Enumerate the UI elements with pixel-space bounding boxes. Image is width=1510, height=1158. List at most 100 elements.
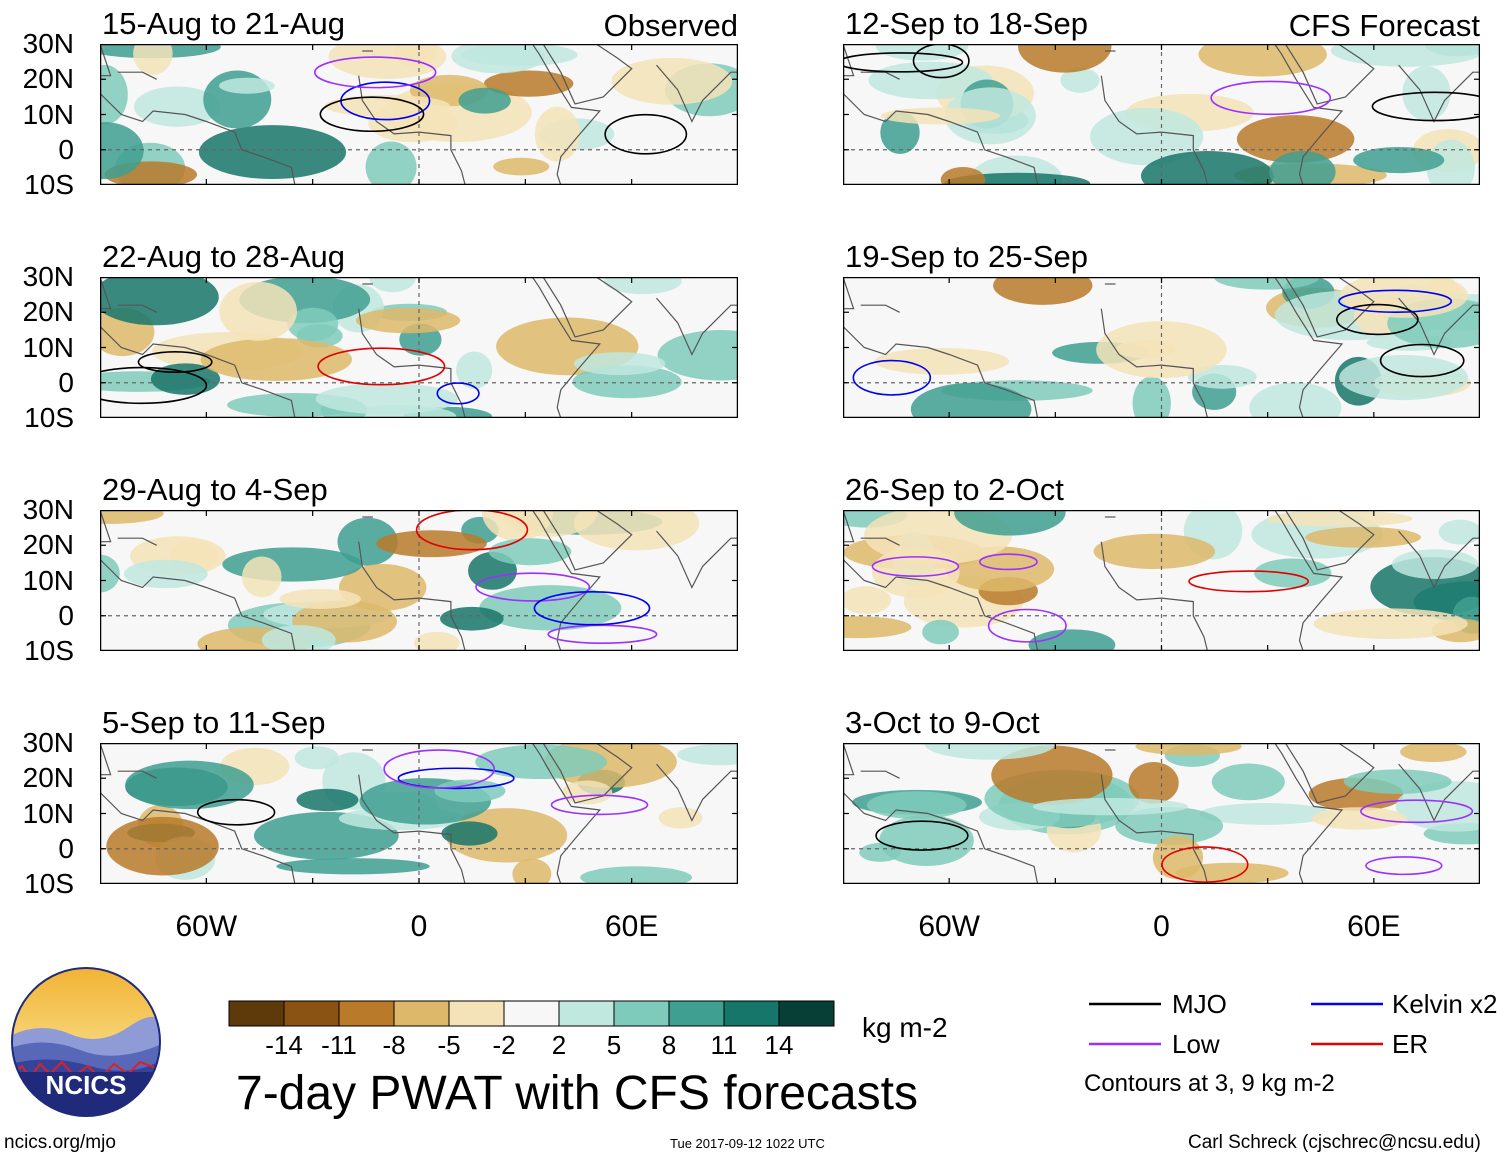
lat-label: 0 (58, 599, 74, 631)
lat-label: 10N (22, 564, 74, 596)
anomaly-blob (479, 585, 622, 631)
anomaly-blob (924, 743, 1056, 760)
map-panel (843, 277, 1480, 418)
wave-contour (979, 553, 1038, 571)
coastline-yucatan (100, 44, 112, 77)
wave-contour (317, 347, 446, 386)
wave-contour (912, 44, 970, 79)
lat-label: 30N (22, 28, 74, 59)
anomaly-blob (940, 166, 986, 185)
anomaly-blob (488, 538, 572, 566)
legend-label-low: Low (1172, 1029, 1220, 1059)
anomaly-blob (440, 606, 504, 631)
map-panel (100, 743, 738, 884)
lat-label: 10N (22, 331, 74, 363)
coastline-india (1398, 530, 1480, 589)
coastline-india (656, 530, 738, 589)
coastline-arabia (1284, 44, 1375, 105)
footer-url[interactable]: ncics.org/mjo (4, 1132, 116, 1153)
lon-label: 0 (1153, 910, 1170, 943)
coastline-africa-east (1140, 44, 1344, 185)
anomaly-blob (294, 746, 340, 770)
cfs-forecast-tag: CFS Forecast (1288, 8, 1480, 43)
anomaly-blob (843, 616, 912, 639)
anomaly-blob (296, 788, 359, 812)
coastline-south-america (843, 791, 1039, 884)
coastline-india (656, 297, 738, 356)
anomaly-blob (365, 141, 417, 185)
anomaly-blob (1254, 558, 1332, 588)
legend-label-kelvin: Kelvin x2 (1392, 989, 1498, 1019)
anomaly-blob (501, 510, 598, 537)
wave-contour (1371, 91, 1480, 122)
lat-label: 10S (24, 169, 74, 200)
legend-note: Contours at 3, 9 kg m-2 (1084, 1070, 1335, 1097)
colorbar-tick-label: 5 (606, 1030, 622, 1060)
anomaly-blob (100, 510, 164, 524)
anomaly-blob (859, 842, 901, 862)
anomaly-blob (1249, 382, 1342, 418)
anomaly-blob (100, 277, 219, 326)
anomaly-blob (1305, 526, 1421, 548)
coastline-cuba (860, 770, 900, 779)
panel-title: 12-Sep to 18-Sep (845, 6, 1089, 41)
colorbar-swatch (668, 1000, 725, 1027)
anomaly-blob (1211, 763, 1285, 801)
footer-author[interactable]: Carl Schreck (cjschrec@ncsu.edu) (1188, 1132, 1481, 1153)
wave-contour (1210, 80, 1332, 116)
lat-label: 30N (22, 261, 74, 292)
colorbar-tick-label: -8 (382, 1030, 406, 1060)
panel-title: 5-Sep to 11-Sep (102, 705, 326, 740)
coastline-cuba (117, 71, 157, 80)
anomaly-blob (1093, 533, 1216, 570)
coastline-south-america (100, 92, 296, 185)
wave-contour (436, 382, 480, 405)
coastline-yucatan (100, 510, 112, 543)
lat-label: 10S (24, 868, 74, 899)
legend-label-mjo: MJO (1172, 989, 1227, 1019)
anomaly-blob (993, 277, 1093, 305)
wave-contour (875, 820, 969, 851)
coastline-india (1398, 297, 1480, 356)
anomaly-blob (871, 547, 960, 598)
anomaly-blob (1198, 44, 1327, 77)
wave-contour (415, 510, 529, 551)
anomaly-blob (475, 744, 607, 780)
coastline-arabia (542, 743, 633, 804)
lat-label: 20N (22, 762, 74, 794)
wave-contour (196, 798, 276, 826)
anomaly-blob (100, 122, 144, 180)
anomaly-blob (1269, 151, 1336, 185)
coastline-africa-east (1140, 277, 1344, 418)
wave-contour (319, 96, 425, 133)
coastline-arabia (542, 510, 633, 571)
colorbar-tick-label: -2 (492, 1030, 516, 1060)
anomaly-blob (125, 760, 254, 810)
anomaly-blob (369, 277, 416, 293)
lon-label: 60E (1347, 910, 1401, 943)
map-panel (843, 510, 1480, 651)
anomaly-blob (1236, 115, 1355, 163)
lat-label: 10S (24, 402, 74, 433)
coastline-cuba (117, 304, 157, 313)
legend-lines (1089, 1002, 1383, 1046)
anomaly-blob (1353, 147, 1445, 174)
map-panel (100, 277, 738, 418)
anomaly-blob (677, 744, 738, 766)
coastline-south-america (843, 325, 1039, 418)
anomaly-blob (441, 821, 498, 846)
coastline-india (1398, 64, 1480, 123)
anomaly-blob (133, 86, 221, 127)
coastline-arabia (542, 277, 633, 338)
anomaly-blob (880, 107, 1001, 125)
anomaly-blob (242, 556, 282, 598)
coastline-yucatan (843, 277, 855, 310)
lat-label: 10N (22, 797, 74, 829)
anomaly-blob (106, 816, 219, 876)
coastline-south-america (843, 92, 1039, 185)
lon-label: 0 (410, 910, 428, 943)
anomaly-blob (1339, 355, 1468, 401)
lat-label: 10N (22, 98, 74, 130)
anomaly-blob (150, 363, 221, 395)
wave-contour (313, 56, 437, 89)
